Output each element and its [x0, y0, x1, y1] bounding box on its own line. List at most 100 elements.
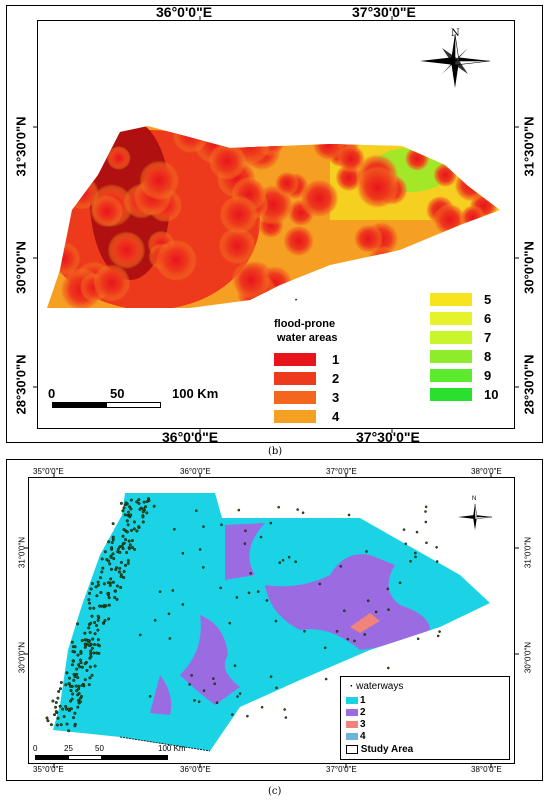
waterway-point: [238, 692, 242, 695]
waterway-point: [59, 723, 63, 727]
waterway-point: [93, 643, 97, 647]
waterway-point: [125, 530, 129, 534]
flood-hotspot: [460, 205, 485, 230]
north-arrow-icon: [458, 503, 493, 530]
waterway-point: [197, 700, 201, 704]
legend-swatch: [346, 732, 358, 740]
panel-c-top-lon-4: 38°0'0"E: [471, 467, 502, 476]
waterway-point: [243, 542, 247, 545]
flood-hotspot: [106, 145, 131, 170]
waterway-point: [89, 587, 93, 591]
waterway-point: [107, 540, 111, 544]
waterway-point: [88, 606, 92, 610]
waterway-point: [92, 651, 96, 655]
waterway-point: [363, 633, 367, 636]
waterway-point: [173, 527, 176, 531]
panel-c-scale-bar: [35, 755, 168, 760]
waterway-point: [129, 498, 133, 502]
waterway-point: [269, 521, 273, 525]
waterway-point: [244, 529, 247, 533]
waterway-point: [72, 678, 76, 682]
legend-swatch: [274, 410, 316, 423]
waterway-point: [122, 528, 126, 532]
waterway-point: [88, 601, 92, 605]
waterway-point: [64, 683, 68, 687]
waterway-point: [83, 645, 87, 649]
waterway-point: [54, 701, 58, 705]
waterway-point: [71, 659, 75, 663]
panel-b-scale-100: 100 Km: [172, 386, 219, 401]
waterway-point: [95, 594, 99, 598]
waterway-point: [343, 609, 346, 613]
legend-swatch: [346, 696, 358, 704]
waterway-point: [409, 559, 412, 563]
panel-b-legend-right: 5 6 7 8 9 10: [430, 290, 498, 404]
north-arrow-icon: [420, 33, 491, 88]
waterway-point: [129, 513, 133, 517]
waterway-point: [107, 603, 111, 607]
legend-item: 3: [346, 718, 366, 730]
flood-hotspot: [465, 217, 500, 259]
waterway-point: [89, 642, 93, 646]
waterway-point: [101, 566, 105, 570]
waterway-point: [260, 705, 264, 709]
waterway-point: [89, 652, 93, 656]
legend-swatch: [430, 388, 472, 401]
waterway-point: [365, 550, 368, 553]
flood-hotspot: [93, 264, 131, 302]
study-area-legend-row: Study Area: [346, 744, 413, 755]
waterway-point: [132, 527, 136, 531]
waterway-point: [398, 581, 402, 585]
legend-label: 3: [360, 718, 366, 730]
flood-hotspot: [65, 176, 99, 210]
waterway-point: [124, 538, 128, 542]
waterway-point: [108, 583, 112, 587]
waterway-point: [56, 696, 60, 700]
waterway-point: [198, 548, 202, 551]
waterway-point: [75, 667, 79, 671]
flood-hotspot: [139, 160, 179, 201]
map-dot: •: [295, 298, 297, 304]
waterway-point: [129, 528, 133, 532]
flood-hotspot: [47, 173, 81, 210]
legend-label: 7: [484, 330, 492, 345]
panel-b-top-lon-2: 37°30'0"E: [352, 4, 416, 20]
waterway-point: [67, 729, 71, 733]
waterway-point: [158, 590, 162, 594]
waterway-point: [69, 707, 73, 711]
panel-c-map-frame: [28, 477, 515, 764]
panel-c-scale-0: 0: [33, 744, 38, 753]
waterway-point: [74, 684, 78, 688]
waterway-point: [98, 576, 102, 580]
waterway-point: [153, 619, 157, 622]
waterway-point: [111, 580, 115, 584]
waterway-point: [87, 598, 91, 602]
waterway-point: [138, 633, 142, 637]
waterway-point: [94, 585, 98, 589]
waterway-point: [69, 699, 73, 703]
flood-hotspot: [231, 260, 271, 300]
waterway-point: [228, 621, 232, 625]
waterways-label: waterways: [356, 681, 404, 692]
waterway-point: [79, 661, 83, 665]
waterway-point: [181, 603, 185, 606]
waterways-map: [45, 493, 490, 752]
legend-label: 10: [484, 387, 499, 402]
legend-swatch: [430, 293, 472, 306]
panel-b-legend-title-2: water areas: [277, 332, 338, 344]
waterway-point: [116, 547, 120, 551]
waterway-point: [99, 604, 103, 608]
waterway-point: [123, 513, 127, 517]
waterway-point: [256, 590, 260, 593]
waterway-point: [137, 525, 141, 529]
waterway-point: [148, 695, 152, 698]
waterway-point: [49, 723, 53, 727]
waterway-point: [303, 629, 306, 633]
waterway-point: [246, 714, 249, 718]
waterway-point: [416, 637, 420, 641]
waterway-point: [249, 572, 252, 575]
waterway-point: [88, 665, 92, 669]
waterway-point: [46, 719, 50, 723]
waterway-point: [88, 676, 92, 680]
waterway-point: [110, 541, 114, 545]
